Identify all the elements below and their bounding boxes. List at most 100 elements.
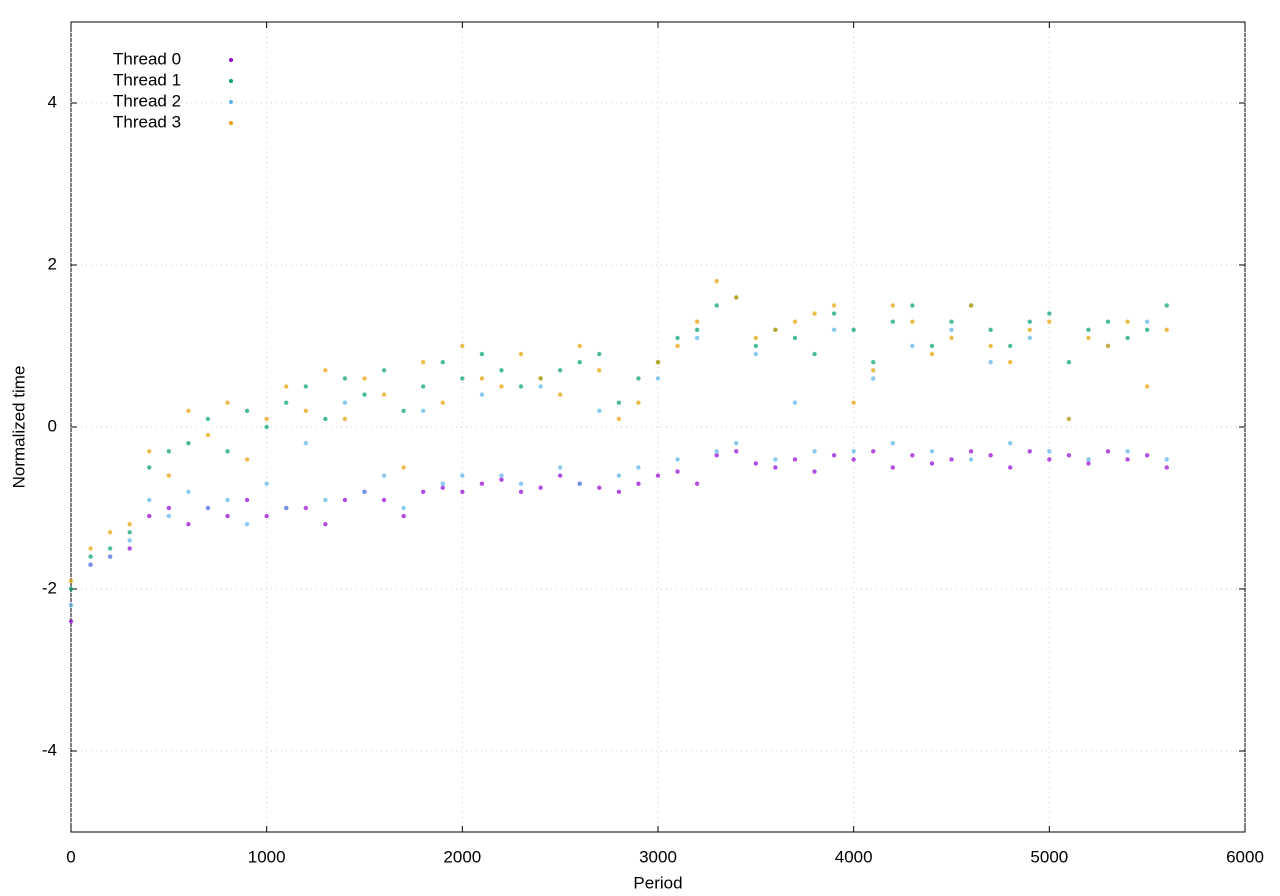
- data-point: [1125, 319, 1130, 324]
- data-point: [147, 497, 152, 503]
- data-point: [636, 376, 641, 381]
- data-point: [186, 441, 191, 446]
- data-point: [264, 416, 269, 422]
- data-point: [812, 351, 817, 357]
- data-point: [381, 497, 387, 503]
- data-point: [284, 505, 289, 511]
- data-point: [518, 489, 524, 494]
- data-point: [734, 441, 739, 446]
- data-point: [460, 489, 465, 494]
- data-point: [949, 457, 954, 462]
- data-point: [675, 469, 680, 474]
- data-point: [166, 473, 172, 478]
- data-point: [988, 343, 993, 349]
- data-point: [1105, 449, 1111, 454]
- legend-label: Thread 1: [113, 70, 181, 89]
- data-point: [1144, 384, 1150, 389]
- x-tick-label: 0: [66, 847, 75, 866]
- data-point: [1047, 311, 1052, 316]
- data-point: [68, 578, 74, 584]
- data-point: [655, 473, 661, 478]
- legend-label: Thread 2: [113, 91, 181, 110]
- data-point: [831, 327, 837, 332]
- data-point: [988, 453, 993, 458]
- data-point: [910, 453, 915, 458]
- data-point: [1164, 327, 1169, 332]
- data-point: [871, 360, 876, 365]
- data-point: [714, 303, 719, 308]
- data-point: [871, 449, 876, 454]
- data-point: [871, 368, 876, 373]
- data-point: [225, 497, 230, 503]
- data-point: [792, 319, 798, 324]
- data-point: [323, 368, 328, 373]
- data-point: [773, 327, 778, 332]
- data-point: [753, 461, 759, 466]
- data-point: [890, 319, 895, 324]
- data-point: [127, 538, 132, 543]
- data-point: [421, 384, 426, 389]
- data-point: [1164, 457, 1169, 462]
- data-point: [127, 546, 132, 551]
- x-tick-label: 1000: [248, 847, 286, 866]
- data-point: [147, 449, 152, 454]
- data-point: [890, 441, 895, 446]
- data-point: [186, 489, 191, 494]
- data-point: [694, 327, 700, 332]
- data-point: [1144, 319, 1150, 324]
- x-axis-label: Period: [633, 873, 682, 892]
- data-point: [342, 400, 348, 405]
- y-tick-label: 4: [48, 92, 57, 111]
- data-point: [401, 408, 406, 413]
- data-point: [1008, 441, 1013, 446]
- x-tick-label: 2000: [443, 847, 481, 866]
- data-point: [851, 327, 856, 332]
- data-point: [597, 368, 602, 373]
- data-point: [831, 453, 837, 458]
- data-point: [186, 522, 191, 527]
- data-point: [636, 481, 641, 486]
- data-point: [792, 335, 798, 341]
- data-point: [421, 360, 426, 365]
- data-point: [831, 303, 837, 308]
- data-point: [616, 473, 622, 478]
- data-point: [1144, 327, 1150, 332]
- data-point: [1047, 457, 1052, 462]
- data-point: [753, 351, 759, 357]
- data-point: [1164, 303, 1169, 308]
- data-point: [107, 554, 113, 559]
- data-point: [929, 343, 935, 349]
- data-point: [890, 465, 895, 470]
- y-tick-label: 0: [48, 416, 57, 435]
- legend-marker: [229, 58, 233, 62]
- data-point: [734, 449, 739, 454]
- data-point: [597, 351, 602, 357]
- data-point: [1008, 360, 1013, 365]
- data-point: [342, 497, 348, 503]
- data-point: [284, 400, 289, 405]
- data-point: [812, 311, 817, 316]
- y-tick-label: 2: [48, 254, 57, 273]
- data-point: [264, 481, 269, 486]
- data-point: [1008, 465, 1013, 470]
- data-point: [773, 465, 778, 470]
- x-tick-label: 5000: [1030, 847, 1068, 866]
- data-point: [107, 546, 113, 551]
- data-point: [577, 343, 582, 349]
- data-point: [68, 603, 74, 608]
- data-point: [812, 449, 817, 454]
- data-point: [1047, 449, 1052, 454]
- data-point: [871, 376, 876, 381]
- data-point: [792, 400, 798, 405]
- data-point: [68, 619, 74, 624]
- data-point: [440, 485, 445, 490]
- data-point: [88, 546, 93, 551]
- data-point: [323, 416, 328, 422]
- data-point: [1125, 335, 1130, 341]
- data-point: [949, 327, 954, 332]
- data-point: [949, 335, 954, 341]
- data-point: [479, 376, 485, 381]
- data-point: [694, 319, 700, 324]
- data-point: [479, 392, 485, 397]
